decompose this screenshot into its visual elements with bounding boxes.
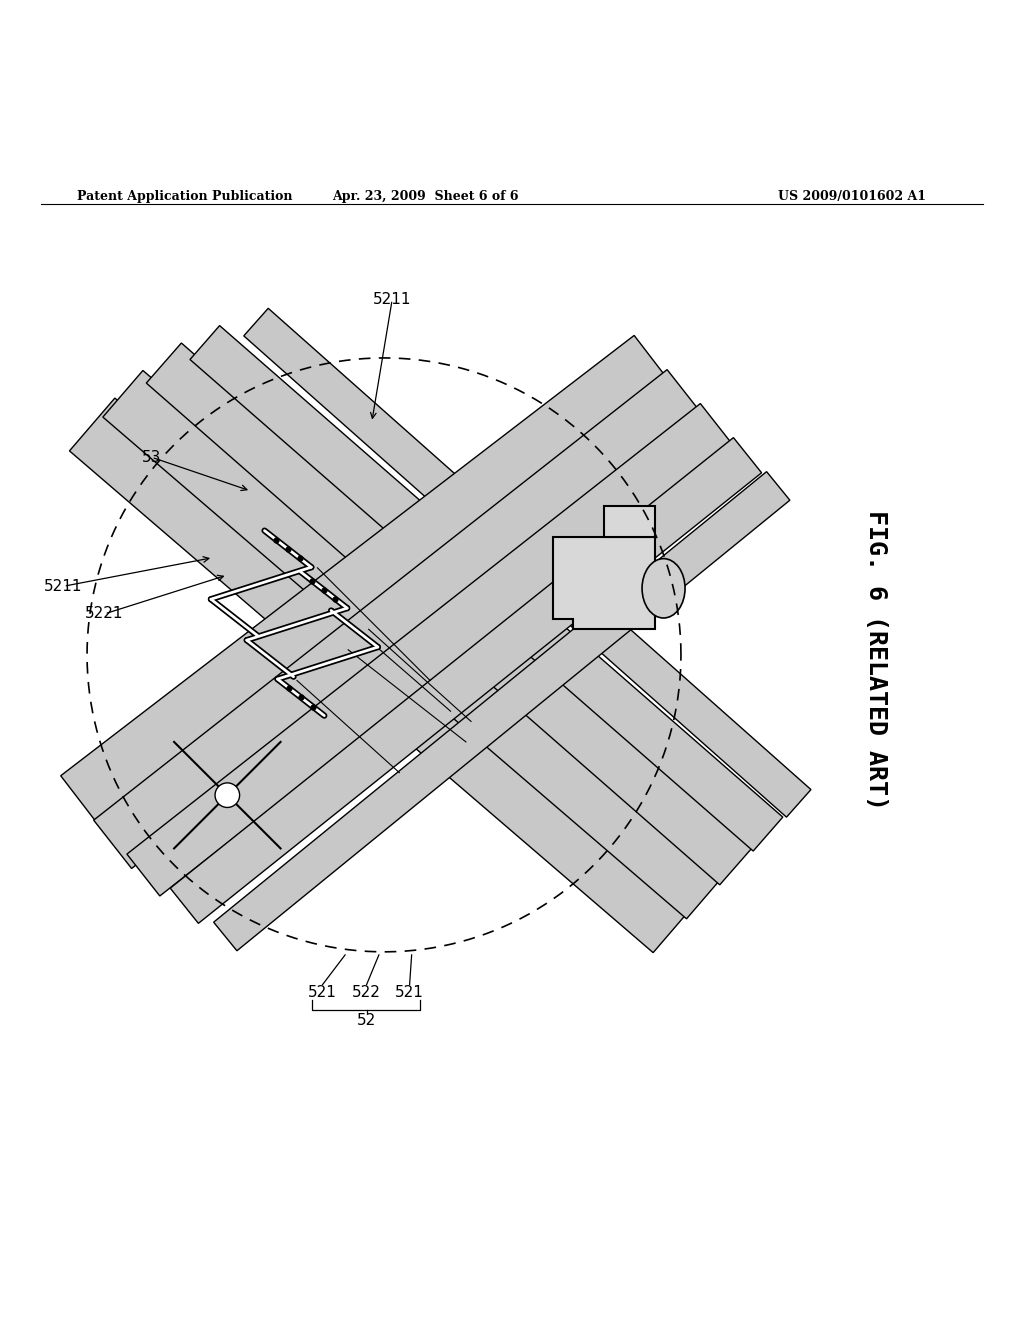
Polygon shape <box>87 358 681 952</box>
Text: Patent Application Publication: Patent Application Publication <box>77 190 292 203</box>
Text: 5211: 5211 <box>44 578 83 594</box>
Polygon shape <box>102 371 727 919</box>
Text: FIG. 6 (RELATED ART): FIG. 6 (RELATED ART) <box>863 510 888 810</box>
Polygon shape <box>604 507 655 537</box>
Polygon shape <box>93 370 706 869</box>
Polygon shape <box>146 343 755 884</box>
Polygon shape <box>170 438 762 924</box>
Text: 522: 522 <box>352 985 381 999</box>
Text: 53: 53 <box>142 450 161 465</box>
Text: 5211: 5211 <box>373 292 412 308</box>
Text: 521: 521 <box>395 985 424 999</box>
Text: 521: 521 <box>308 985 337 999</box>
Polygon shape <box>127 404 733 896</box>
Text: 5221: 5221 <box>85 606 124 622</box>
Polygon shape <box>214 471 790 950</box>
Ellipse shape <box>642 558 685 618</box>
Text: Apr. 23, 2009  Sheet 6 of 6: Apr. 23, 2009 Sheet 6 of 6 <box>332 190 518 203</box>
Polygon shape <box>60 335 677 832</box>
Text: 52: 52 <box>357 1014 376 1028</box>
Polygon shape <box>244 309 811 817</box>
Polygon shape <box>190 326 782 851</box>
Polygon shape <box>553 537 655 630</box>
Text: US 2009/0101602 A1: US 2009/0101602 A1 <box>778 190 927 203</box>
Polygon shape <box>70 399 698 953</box>
Circle shape <box>215 783 240 808</box>
